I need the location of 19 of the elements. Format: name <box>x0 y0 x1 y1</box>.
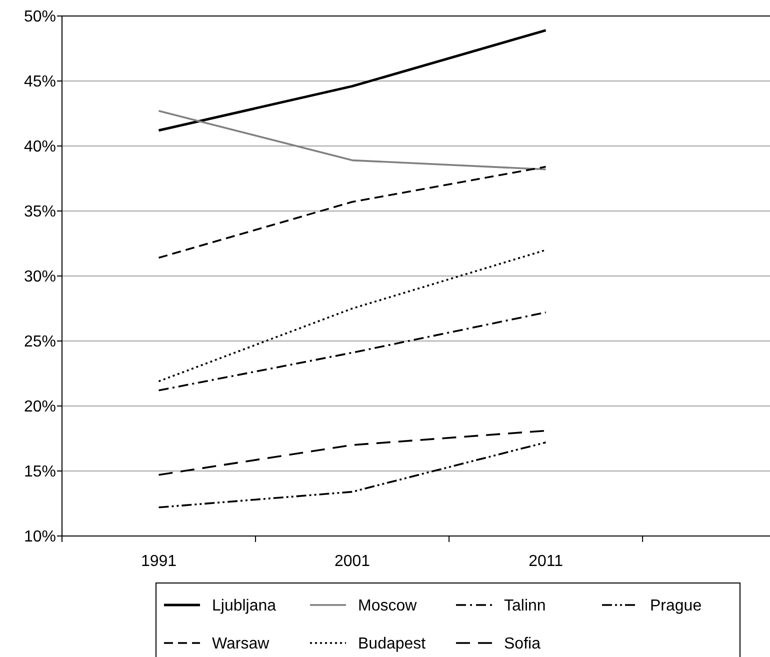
y-tick-label: 40% <box>24 138 56 156</box>
y-tick-label: 50% <box>24 8 56 26</box>
x-tick-label: 2011 <box>528 553 564 570</box>
legend-label: Moscow <box>358 598 418 615</box>
y-tick-label: 35% <box>24 204 56 221</box>
y-tick-label: 10% <box>24 528 56 546</box>
y-tick-label: 20% <box>24 398 56 416</box>
legend-label: Warsaw <box>212 636 270 653</box>
y-tick-label: 30% <box>24 268 56 286</box>
y-tick-label: 45% <box>24 74 56 91</box>
legend-label: Sofia <box>504 636 541 653</box>
y-tick-label: 15% <box>24 464 56 481</box>
x-tick-label: 1991 <box>140 553 177 570</box>
legend-label: Prague <box>650 598 702 615</box>
legend-label: Talinn <box>504 598 546 615</box>
y-tick-label: 25% <box>24 334 56 351</box>
legend-label: Ljubljana <box>212 598 276 615</box>
x-tick-label: 2001 <box>334 553 370 570</box>
legend-label: Budapest <box>358 636 426 653</box>
